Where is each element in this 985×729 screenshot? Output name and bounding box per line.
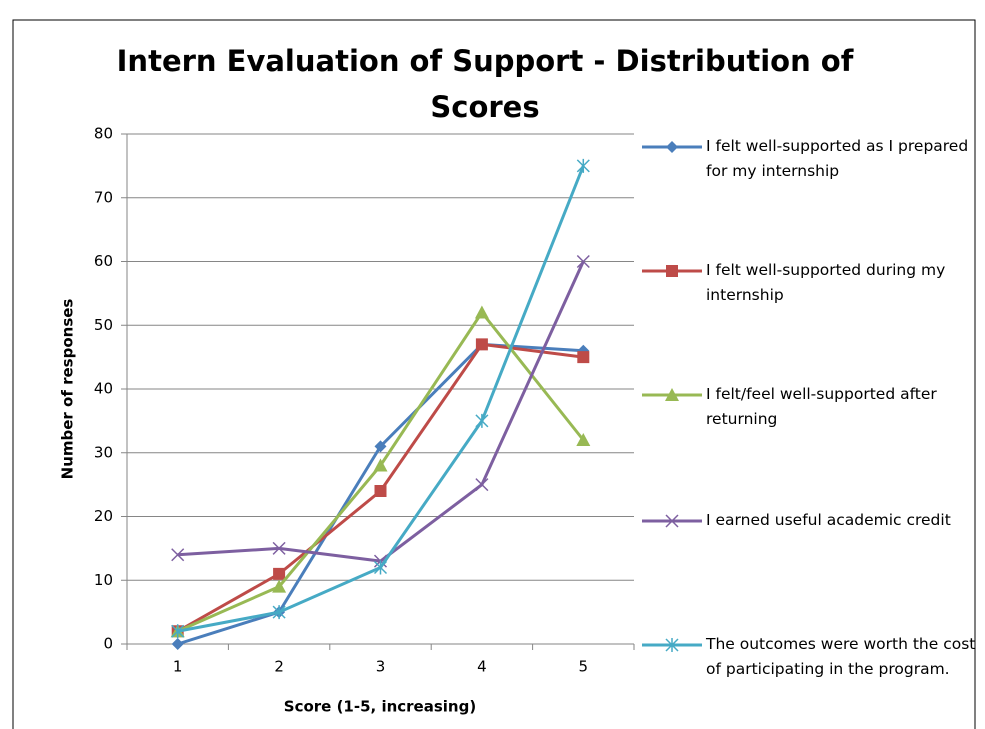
- chart-title: Intern Evaluation of Support - Distribut…: [116, 44, 854, 124]
- x-axis-label: Score (1-5, increasing): [284, 698, 476, 716]
- y-tick-label: 10: [94, 571, 113, 589]
- y-tick-label: 40: [94, 380, 113, 398]
- y-tick-label: 80: [94, 125, 113, 143]
- legend-marker: [665, 388, 679, 401]
- marker: [373, 560, 388, 575]
- legend-marker: [665, 514, 679, 528]
- marker: [576, 254, 590, 269]
- marker: [171, 548, 185, 562]
- marker: [576, 433, 591, 446]
- y-tick-label: 30: [94, 443, 113, 461]
- legend-marker: [665, 638, 679, 652]
- marker: [273, 567, 286, 580]
- legend-marker: [666, 141, 678, 153]
- legend-swatch: [666, 141, 678, 153]
- marker: [374, 440, 387, 453]
- marker: [272, 541, 286, 555]
- y-tick-label: 50: [94, 316, 113, 334]
- legend-label: I felt/feel well-supported after returni…: [706, 385, 937, 428]
- marker: [475, 338, 488, 351]
- legend-label: I earned useful academic credit: [706, 511, 951, 529]
- chart-border: [12, 19, 976, 729]
- x-tick-label: 1: [173, 658, 183, 676]
- marker: [475, 478, 489, 492]
- series-line: [177, 311, 585, 633]
- marker: [577, 351, 590, 364]
- legend-swatch: [666, 265, 678, 277]
- marker: [576, 158, 590, 173]
- marker: [171, 638, 184, 650]
- y-tick-label: 0: [103, 635, 113, 653]
- legend-marker: [666, 265, 678, 277]
- y-axis-label: Number of responses: [59, 299, 77, 480]
- marker: [272, 605, 286, 620]
- legend-label: I felt well-supported as I prepared for …: [706, 137, 969, 180]
- marker: [374, 485, 387, 497]
- legend-label: The outcomes were worth the cost of part…: [706, 635, 976, 678]
- legend-swatch: [665, 514, 679, 528]
- marker: [373, 458, 388, 472]
- y-tick-label: 20: [94, 507, 113, 525]
- x-tick-label: 2: [274, 658, 284, 676]
- legend-swatch: [665, 638, 679, 652]
- y-tick-label: 60: [94, 252, 113, 270]
- x-tick-label: 4: [477, 658, 487, 676]
- x-tick-label: 5: [579, 658, 589, 676]
- marker: [171, 624, 185, 639]
- y-tick-label: 70: [94, 188, 113, 206]
- marker: [475, 413, 489, 428]
- marker: [474, 305, 489, 319]
- marker: [272, 579, 287, 593]
- legend-label: I felt well-supported during my internsh…: [706, 261, 946, 304]
- legend-swatch: [665, 388, 679, 401]
- x-tick-label: 3: [376, 658, 386, 676]
